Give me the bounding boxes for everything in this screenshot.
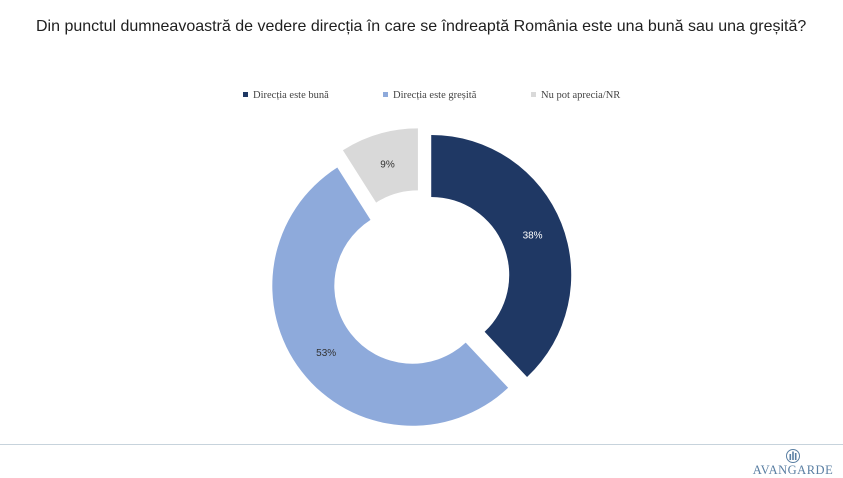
legend-item-wrong: Direcția este greșită: [383, 90, 476, 101]
legend-label-good: Direcția este bună: [253, 90, 329, 101]
slice-wrong: [272, 167, 509, 426]
logo-emblem-icon: [786, 449, 800, 463]
legend-label-nr: Nu pot aprecia/NR: [541, 90, 621, 101]
legend-label-wrong: Direcția este greșită: [393, 90, 477, 101]
slice-wrong-label: 53%: [316, 348, 336, 359]
logo-text: AVANGARDE: [752, 463, 834, 477]
legend-item-good: Direcția este bună: [243, 90, 329, 101]
avangarde-logo: AVANGARDE: [747, 447, 839, 477]
legend-swatch-wrong: [383, 92, 388, 97]
legend-swatch-nr: [531, 92, 536, 97]
legend-item-nr: Nu pot aprecia/NR: [531, 90, 620, 101]
slice-nr-label: 9%: [380, 159, 395, 170]
footer-divider: [0, 444, 843, 445]
legend-swatch-good: [243, 92, 248, 97]
chart-legend: Direcția este bună Direcția este greșită…: [0, 90, 843, 104]
chart-title: Din punctul dumneavoastră de vedere dire…: [36, 18, 807, 35]
slice-good: [431, 134, 572, 378]
slice-good-label: 38%: [523, 230, 543, 241]
slice-nr: [342, 128, 418, 203]
